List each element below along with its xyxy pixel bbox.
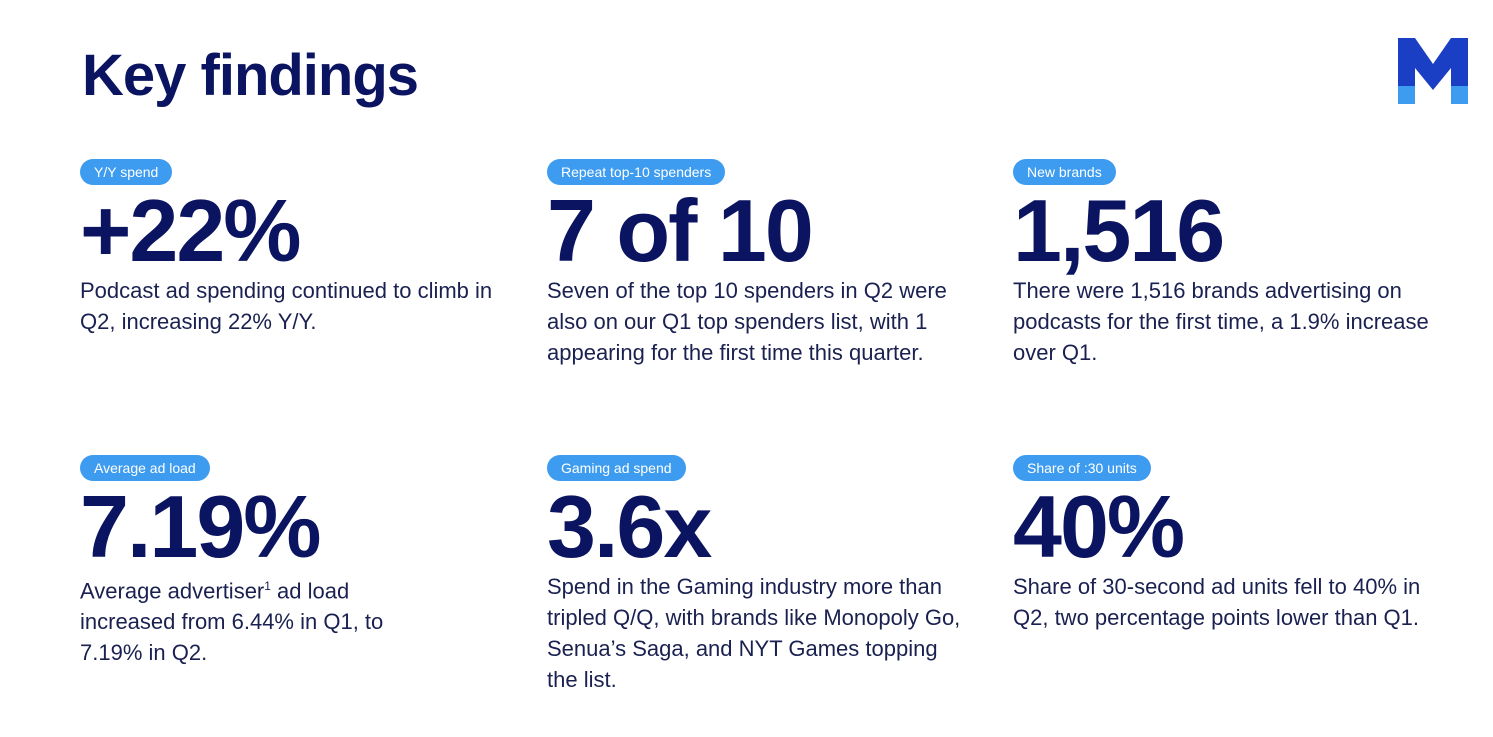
finding-yy-spend: Y/Y spend +22% Podcast ad spending conti…	[80, 159, 510, 337]
finding-stat: +22%	[80, 181, 302, 280]
finding-description-start: Average advertiser	[80, 578, 265, 604]
finding-label: New brands	[1013, 159, 1116, 185]
page-title: Key findings	[82, 43, 419, 108]
finding-label: Average ad load	[80, 455, 210, 481]
finding-description: Spend in the Gaming industry more than t…	[547, 574, 961, 692]
finding-description: Average advertiser1 ad load increased fr…	[80, 571, 440, 668]
finding-description: Podcast ad spending continued to climb i…	[80, 278, 493, 334]
finding-label: Y/Y spend	[80, 159, 173, 185]
finding-new-brands: New brands 1,516 There were 1,516 brands…	[1013, 159, 1443, 368]
finding-description-end: ad load increased from 6.44% in Q1, to 7…	[80, 578, 384, 666]
finding-label: Repeat top-10 spenders	[547, 159, 726, 185]
finding-share-30-units: Share of :30 units 40% Share of 30-secon…	[1013, 455, 1443, 633]
finding-gaming-ad-spend: Gaming ad spend 3.6x Spend in the Gaming…	[547, 455, 977, 695]
finding-label: Gaming ad spend	[547, 455, 686, 481]
finding-stat: 3.6x	[547, 477, 712, 576]
finding-stat: 40%	[1013, 477, 1185, 576]
finding-stat: 7.19%	[80, 477, 322, 576]
finding-description: There were 1,516 brands advertising on p…	[1013, 278, 1429, 365]
finding-stat: 7 of 10	[547, 181, 814, 280]
finding-description: Share of 30-second ad units fell to 40% …	[1013, 574, 1421, 630]
m-logo-icon	[1398, 38, 1468, 104]
finding-description: Seven of the top 10 spenders in Q2 were …	[547, 278, 947, 365]
finding-average-ad-load: Average ad load 7.19% Average advertiser…	[80, 455, 510, 668]
footnote-marker: 1	[264, 579, 271, 593]
finding-label: Share of :30 units	[1013, 455, 1151, 481]
finding-repeat-spenders: Repeat top-10 spenders 7 of 10 Seven of …	[547, 159, 977, 368]
finding-stat: 1,516	[1013, 181, 1225, 280]
